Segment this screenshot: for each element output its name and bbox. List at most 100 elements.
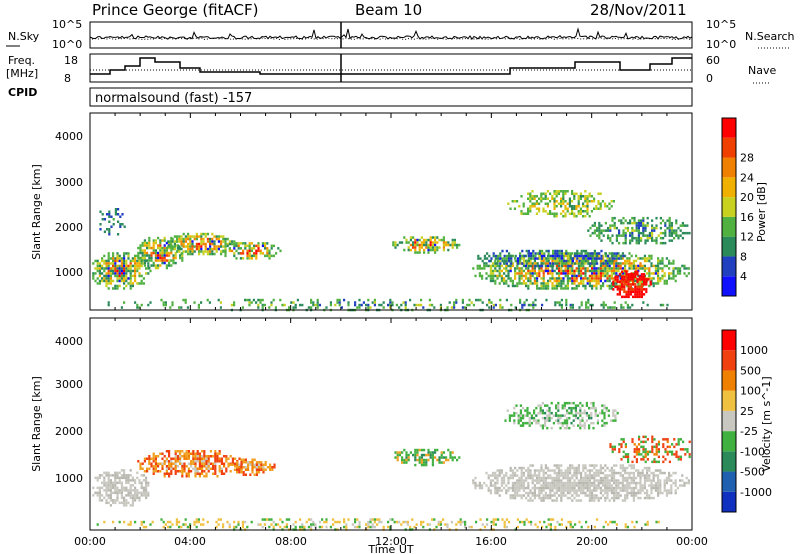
velocity-cell: [675, 450, 678, 454]
power-cell: [555, 195, 558, 198]
velocity-cell: [682, 448, 685, 451]
velocity-cell: [624, 499, 627, 502]
power-cell: [520, 277, 523, 280]
velocity-cell: [540, 476, 543, 480]
velocity-cell: [127, 479, 130, 482]
velocity-cell: [401, 461, 404, 464]
power-cell: [140, 279, 143, 283]
power-cell: [168, 259, 171, 262]
velocity-cell: [525, 496, 528, 500]
power-cell: [674, 279, 677, 283]
power-cell: [101, 279, 104, 283]
velocity-cell: [214, 472, 217, 475]
velocity-cell: [260, 468, 263, 471]
power-cell: [560, 303, 563, 307]
velocity-cell: [681, 479, 684, 482]
velocity-cell: [544, 481, 547, 485]
power-cell: [540, 259, 543, 263]
velocity-cell: [642, 435, 645, 439]
velocity-cell: [203, 465, 206, 468]
velocity-cell: [579, 419, 582, 422]
power-cell: [134, 274, 137, 278]
power-cell: [139, 251, 142, 255]
velocity-cell: [560, 484, 563, 487]
velocity-cell: [169, 525, 172, 529]
power-cell: [560, 200, 563, 203]
power-cell: [651, 234, 654, 237]
power-cell: [641, 279, 644, 283]
power-cell: [665, 282, 668, 285]
power-cell: [125, 279, 128, 283]
velocity-cell: [571, 466, 574, 470]
power-cell: [505, 298, 508, 302]
power-cell: [310, 306, 313, 309]
velocity-cell: [179, 455, 182, 458]
velocity-cell: [123, 489, 126, 492]
power-cell: [565, 249, 568, 253]
power-cell: [576, 257, 579, 260]
power-cell: [668, 234, 671, 237]
power-cell: [549, 269, 552, 273]
power-cell: [112, 279, 115, 283]
power-cell: [563, 262, 566, 265]
velocity-colorbar-label: Velocity [m s^-1]: [760, 376, 773, 471]
power-cell: [582, 264, 585, 268]
power-cell: [584, 272, 587, 275]
velocity-cell: [268, 518, 271, 521]
velocity-cell: [358, 520, 361, 524]
power-cell: [206, 247, 209, 251]
velocity-cell: [242, 458, 245, 461]
power-cell: [206, 232, 209, 236]
velocity-cell: [143, 460, 146, 463]
power-cell: [525, 282, 528, 285]
velocity-cell: [152, 460, 155, 463]
velocity-cell: [666, 445, 669, 449]
power-cell: [604, 272, 607, 275]
velocity-cell: [435, 525, 438, 529]
velocity-cell: [118, 476, 121, 480]
velocity-cell: [496, 469, 499, 472]
velocity-cell: [585, 411, 588, 415]
power-cell: [237, 244, 240, 248]
velocity-cell: [675, 455, 678, 459]
velocity-cell: [481, 486, 484, 490]
velocity-cell: [369, 525, 372, 529]
power-cell: [246, 298, 249, 302]
velocity-cell: [539, 411, 542, 415]
velocity-cell: [555, 419, 558, 422]
power-cell: [533, 272, 536, 275]
velocity-cell: [109, 499, 112, 502]
velocity-cell: [250, 520, 253, 524]
power-cell: [442, 243, 445, 247]
power-cell: [659, 226, 662, 230]
velocity-cell: [563, 426, 566, 430]
velocity-cell: [183, 465, 186, 468]
power-cell: [635, 254, 638, 258]
velocity-cell: [606, 491, 609, 495]
power-cell: [514, 269, 517, 273]
power-cell: [204, 250, 207, 253]
power-cell: [582, 249, 585, 253]
velocity-cell: [343, 520, 346, 524]
velocity-cell: [541, 411, 544, 415]
velocity-cell: [568, 401, 571, 405]
velocity-cell: [626, 466, 629, 470]
velocity-cell: [449, 453, 452, 457]
power-cell: [624, 231, 627, 235]
velocity-cell: [543, 520, 546, 524]
power-cell: [477, 257, 480, 260]
power-cell: [521, 254, 524, 258]
velocity-cell: [131, 499, 134, 502]
velocity-cell: [148, 460, 151, 463]
power-cell: [163, 249, 166, 252]
power-cell: [593, 254, 596, 258]
power-cell: [551, 282, 554, 285]
velocity-cell: [521, 520, 524, 524]
power-cell: [602, 267, 605, 270]
power-cell: [176, 235, 179, 238]
velocity-cell: [486, 518, 489, 521]
velocity-cell: [580, 525, 583, 529]
velocity-cell: [218, 465, 221, 468]
power-cell: [206, 298, 209, 302]
power-cell: [198, 252, 201, 256]
